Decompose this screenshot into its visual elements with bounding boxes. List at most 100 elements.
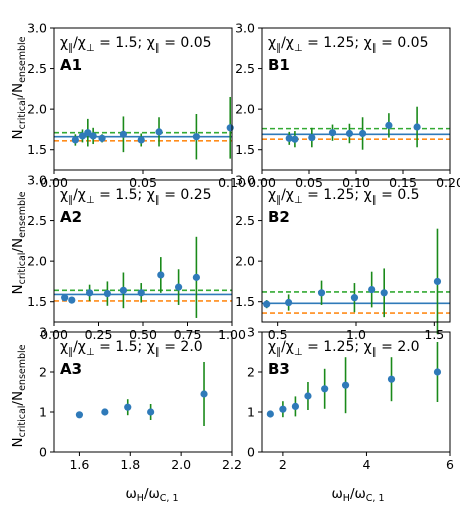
data-point	[341, 381, 350, 389]
data-point	[86, 289, 94, 297]
y-tick-label: 3.0	[235, 173, 255, 188]
axes-frame	[53, 331, 233, 453]
x-tick-label: 0.20	[436, 175, 460, 190]
data-point	[279, 405, 287, 413]
y-tick-label: 1.5	[235, 294, 255, 309]
data-point	[89, 132, 97, 140]
data-point	[285, 134, 293, 142]
y-axis-title-row1: Ncritical/Nensemble	[10, 36, 28, 139]
x-tick-label: 0.05	[129, 175, 157, 190]
y-tick-label: 2.0	[27, 254, 47, 269]
data-point	[350, 294, 359, 302]
y-tick-label: 1	[39, 405, 47, 420]
data-point	[263, 300, 271, 308]
x-tick-label: 0.10	[342, 175, 370, 190]
parameter-annotation: χ∥/χ⊥ = 1.25; χ∥ = 0.5	[268, 187, 420, 206]
panel-a2: 0.00 0.25 0.50 0.75 1.001.52.02.53.0χ∥/χ⊥ = …	[27, 173, 246, 343]
x-tick-label: 1.0	[346, 327, 366, 342]
data-point	[192, 133, 200, 141]
x-tick-label: 2.0	[171, 457, 191, 472]
data-point	[368, 285, 376, 294]
data-point	[433, 368, 442, 376]
axes-frame	[261, 331, 451, 453]
panel-label: A2	[60, 208, 82, 226]
data-point	[137, 289, 145, 297]
data-point	[380, 289, 388, 297]
data-point	[304, 392, 312, 400]
data-point	[308, 133, 316, 142]
y-tick-label: 3.0	[27, 173, 47, 188]
panel-b1: 0.00 0.05 0.10 0.15 0.201.52.02.53.0χ∥/χ⊥ = …	[235, 21, 460, 191]
y-tick-label: 2.0	[27, 102, 47, 117]
data-point	[147, 408, 155, 416]
data-point	[101, 408, 109, 416]
x-tick-label: 0.05	[295, 175, 323, 190]
data-point	[103, 290, 111, 298]
x-axis-title-left: ωH/ωC, 1	[125, 486, 178, 504]
data-point	[291, 135, 299, 143]
data-point	[328, 129, 337, 137]
panel-label: A1	[60, 56, 82, 74]
y-tick-label: 1.5	[235, 142, 255, 157]
data-point	[433, 277, 442, 286]
data-point	[266, 410, 274, 418]
data-point	[61, 294, 69, 302]
y-tick-label: 2.5	[235, 61, 255, 76]
y-tick-label: 1.5	[27, 294, 47, 309]
x-tick-label: 6	[446, 457, 454, 472]
data-point	[137, 136, 145, 144]
data-point	[285, 298, 293, 307]
y-tick-label: 3	[39, 325, 47, 340]
y-tick-label: 2.5	[27, 213, 47, 228]
parameter-annotation: χ∥/χ⊥ = 1.25; χ∥ = 0.05	[268, 35, 429, 54]
data-point	[75, 411, 84, 419]
y-tick-label: 2	[39, 365, 47, 380]
data-point	[321, 385, 329, 393]
panel-a3: 1.6 1.8 2.0 2.2 0 1 2 3 χ∥/χ⊥ = 1.5; χ∥ = 2.0 A3	[39, 325, 242, 473]
parameter-annotation: χ∥/χ⊥ = 1.25; χ∥ = 2.0	[268, 339, 420, 358]
parameter-annotation: χ∥/χ⊥ = 1.5; χ∥ = 0.05	[60, 35, 212, 54]
data-point	[124, 403, 132, 411]
y-tick-label: 0	[39, 445, 47, 460]
data-point	[192, 273, 200, 281]
data-point	[155, 128, 163, 136]
data-point	[413, 123, 421, 131]
data-point	[175, 283, 183, 291]
data-point	[385, 121, 393, 129]
y-tick-label: 3.0	[27, 21, 47, 36]
y-tick-label: 1.5	[27, 142, 47, 157]
panel-label: B1	[268, 56, 290, 74]
y-axis-title-row3: Ncritical/Nensemble	[10, 344, 28, 447]
x-tick-label: 1.8	[120, 457, 140, 472]
y-tick-label: 1	[247, 405, 255, 420]
parameter-annotation: χ∥/χ⊥ = 1.5; χ∥ = 0.25	[60, 187, 212, 206]
x-tick-label: 0.50	[129, 327, 157, 342]
y-tick-label: 2.5	[27, 61, 47, 76]
x-tick-label: 1.5	[424, 327, 444, 342]
data-point	[358, 129, 367, 138]
panel-b3: 2 4 6 0 1 2 3 χ∥/χ⊥ = 1.25; χ∥ = 2.0 B3	[247, 325, 454, 473]
data-point	[119, 130, 128, 138]
y-tick-label: 2.5	[235, 213, 255, 228]
y-tick-label: 2.0	[235, 102, 255, 117]
x-tick-label: 1.6	[69, 457, 89, 472]
panel-label: A3	[60, 360, 82, 378]
data-point	[345, 129, 354, 138]
data-point	[84, 129, 92, 137]
x-tick-label: 2.2	[222, 457, 242, 472]
x-tick-label: 4	[362, 457, 370, 472]
panel-label: B3	[268, 360, 290, 378]
data-point	[78, 132, 87, 140]
y-tick-label: 0	[247, 445, 255, 460]
x-tick-label: 0.5	[268, 327, 288, 342]
data-point	[291, 402, 300, 410]
x-tick-label: 0.25	[85, 327, 113, 342]
panel-label: B2	[268, 208, 290, 226]
y-axis-title-row2: Ncritical/Nensemble	[10, 191, 28, 294]
data-point	[226, 124, 234, 132]
data-point	[68, 296, 76, 304]
y-tick-label: 2	[247, 365, 255, 380]
panel-b2: 0.5 1.0 1.5 1.5 2.0 2.5 3.0 χ∥/χ⊥ = 1.25; χ∥ = …	[235, 173, 451, 342]
data-point	[71, 136, 79, 144]
